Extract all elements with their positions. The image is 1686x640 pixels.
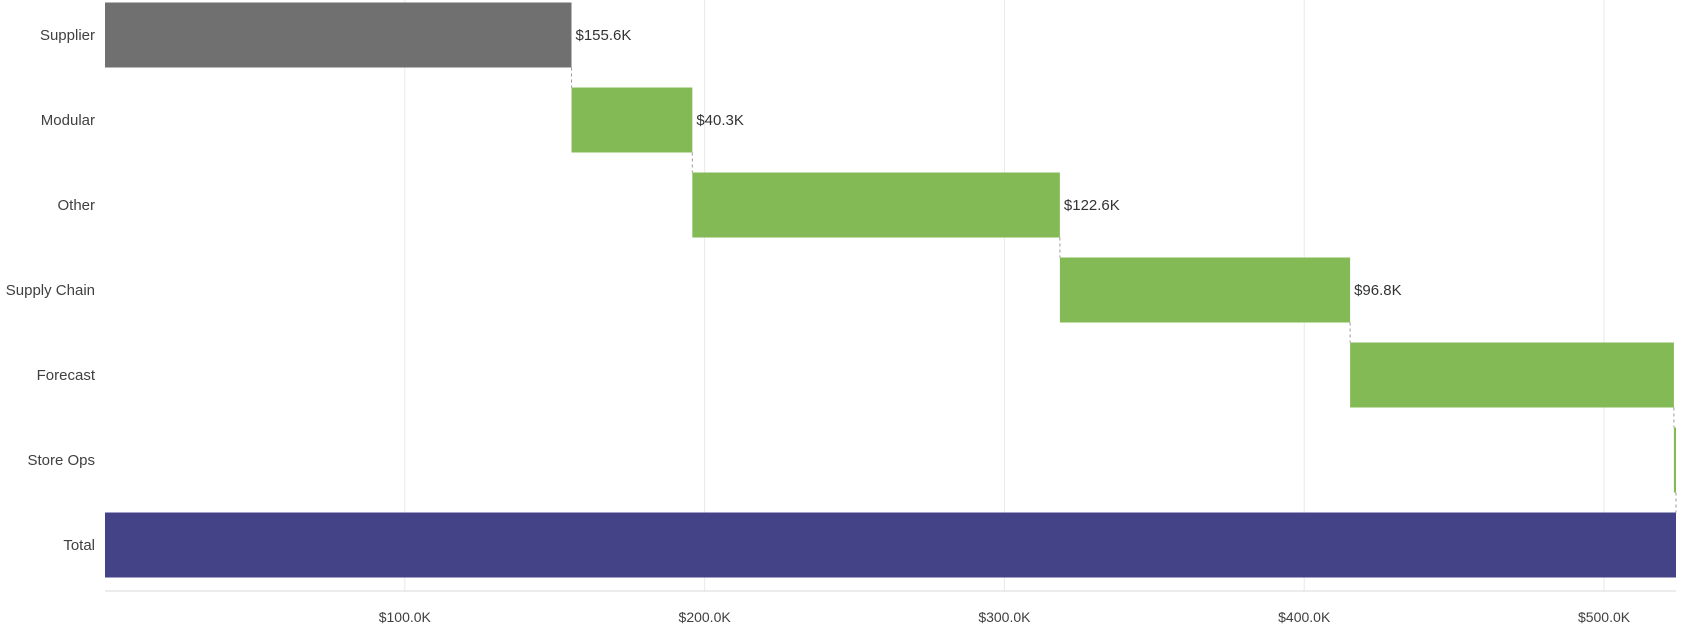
category-label: Supplier	[40, 27, 95, 44]
category-label: Supply Chain	[6, 282, 95, 299]
x-tick-label: $400.0K	[1278, 609, 1331, 625]
bar-supply-chain	[1059, 257, 1351, 323]
gridlines	[404, 0, 1605, 591]
x-tick-label: $100.0K	[379, 609, 432, 625]
x-axis: $100.0K $200.0K $300.0K $400.0K $500.0K	[105, 590, 1676, 625]
data-label: $122.6K	[1064, 197, 1120, 214]
data-label: $40.3K	[696, 112, 744, 129]
bar-forecast	[1350, 342, 1674, 408]
bar-store-ops	[1673, 427, 1676, 493]
category-label: Store Ops	[27, 452, 95, 469]
x-tick-label: $300.0K	[978, 609, 1031, 625]
bar-modular	[571, 87, 693, 153]
category-label: Forecast	[37, 367, 96, 384]
bar-supplier	[105, 2, 572, 68]
bar-other	[692, 172, 1060, 238]
category-label: Modular	[41, 112, 95, 129]
category-label: Total	[63, 537, 95, 554]
data-label: $155.6K	[576, 27, 632, 44]
data-label: $96.8K	[1354, 282, 1402, 299]
x-tick-label: $500.0K	[1578, 609, 1631, 625]
bar-total	[105, 512, 1676, 578]
bars	[105, 2, 1676, 578]
category-label: Other	[57, 197, 95, 214]
x-tick-label: $200.0K	[679, 609, 732, 625]
labels: Supplier $155.6K Modular $40.3K Other $122.6K…	[6, 27, 1402, 554]
